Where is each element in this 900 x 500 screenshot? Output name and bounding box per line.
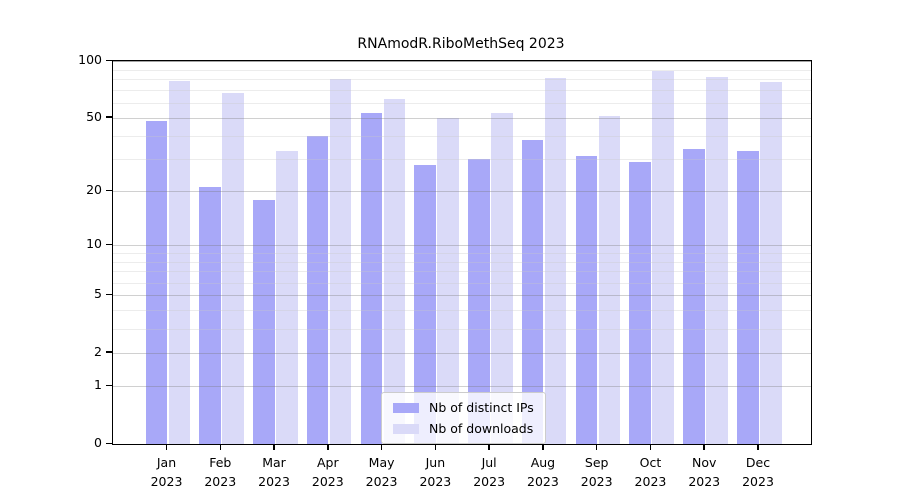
- x-tick-label-oct: Oct 2023: [634, 455, 667, 489]
- gridline-6: [113, 282, 811, 284]
- x-tick-label-mar: Mar 2023: [258, 455, 290, 489]
- gridline-10: [113, 245, 811, 246]
- y-tick-label-1: 1: [94, 377, 102, 393]
- legend-label-distinct-ips: Nb of distinct IPs: [429, 400, 534, 415]
- y-tick-10: [106, 243, 112, 245]
- gridline-7: [113, 271, 811, 273]
- y-tick-1: [106, 384, 112, 387]
- gridline-50: [113, 117, 811, 119]
- x-tick-label-jan: Jan 2023: [150, 455, 183, 489]
- bar-distinct-ips-feb: [199, 187, 221, 444]
- y-tick-label-2: 2: [94, 343, 102, 359]
- bar-distinct-ips-jan: [145, 121, 167, 444]
- y-tick-0: [106, 442, 112, 444]
- y-tick-2: [106, 351, 112, 353]
- bar-downloads-jan: [168, 81, 190, 444]
- gridline-100: [113, 61, 811, 62]
- bar-distinct-ips-apr: [306, 135, 329, 444]
- bar-downloads-nov: [706, 77, 728, 444]
- gridline-90: [113, 69, 811, 71]
- x-tick-label-sep: Sep 2023: [580, 455, 613, 489]
- gridline-80: [113, 79, 811, 81]
- bar-distinct-ips-sep: [575, 156, 598, 444]
- x-tick-jun: [434, 444, 437, 450]
- legend-item-downloads: Nb of downloads: [393, 420, 534, 437]
- bar-distinct-ips-dec: [737, 151, 759, 444]
- bar-downloads-aug: [544, 78, 567, 444]
- y-tick-50: [106, 116, 112, 118]
- gridline-9: [113, 252, 811, 254]
- legend: Nb of distinct IPs Nb of downloads: [381, 392, 546, 444]
- bar-distinct-ips-nov: [683, 148, 705, 444]
- gridline-4: [113, 310, 811, 312]
- x-tick-jul: [488, 444, 490, 450]
- gridline-5: [113, 295, 811, 297]
- bar-downloads-dec: [760, 82, 782, 444]
- x-tick-mar: [273, 444, 275, 450]
- bar-downloads-sep: [598, 116, 621, 444]
- y-tick-label-50: 50: [86, 108, 102, 124]
- legend-label-downloads: Nb of downloads: [429, 421, 534, 436]
- gridline-3: [113, 328, 811, 330]
- x-tick-label-jul: Jul 2023: [473, 455, 506, 489]
- legend-swatch-distinct-ips: [393, 402, 419, 413]
- gridline-70: [113, 90, 811, 92]
- gridline-30: [113, 159, 811, 161]
- y-tick-100: [106, 59, 112, 61]
- bar-distinct-ips-oct: [629, 161, 651, 444]
- bar-downloads-oct: [652, 71, 674, 444]
- gridline-60: [113, 102, 811, 104]
- chart-title: RNAmodR.RiboMethSeq 2023: [357, 36, 565, 52]
- x-tick-sep: [595, 444, 598, 450]
- y-tick-label-0: 0: [94, 435, 102, 450]
- x-tick-dec: [757, 444, 759, 450]
- bar-distinct-ips-may: [360, 112, 383, 444]
- bar-downloads-feb: [222, 92, 244, 444]
- legend-item-distinct-ips: Nb of distinct IPs: [393, 399, 534, 416]
- x-tick-label-aug: Aug 2023: [527, 455, 559, 489]
- gridline-1: [113, 386, 811, 388]
- gridline-2: [113, 352, 811, 354]
- bar-distinct-ips-mar: [253, 199, 275, 444]
- legend-swatch-downloads: [393, 423, 419, 434]
- x-tick-feb: [219, 444, 222, 450]
- gridline-layer: [113, 61, 811, 444]
- plot-area: Nb of distinct IPs Nb of downloads: [112, 60, 812, 445]
- bars-layer: [113, 61, 811, 444]
- x-tick-label-jun: Jun 2023: [419, 455, 452, 489]
- x-tick-nov: [703, 444, 705, 450]
- y-tick-label-100: 100: [78, 52, 102, 67]
- x-tick-label-feb: Feb 2023: [204, 455, 237, 489]
- x-tick-label-may: May 2023: [365, 455, 398, 489]
- x-tick-label-dec: Dec 2023: [742, 455, 774, 489]
- gridline-40: [113, 135, 811, 137]
- x-tick-jan: [165, 444, 168, 450]
- y-tick-5: [106, 293, 112, 296]
- gridline-8: [113, 261, 811, 263]
- y-tick-label-20: 20: [86, 182, 102, 198]
- y-tick-label-10: 10: [86, 236, 102, 251]
- x-tick-apr: [327, 444, 329, 450]
- x-tick-label-nov: Nov 2023: [688, 455, 721, 489]
- gridline-20: [113, 191, 811, 193]
- y-tick-label-5: 5: [94, 286, 102, 302]
- bar-downloads-mar: [276, 151, 298, 444]
- y-tick-20: [106, 189, 112, 192]
- x-tick-aug: [542, 444, 544, 450]
- bar-downloads-apr: [329, 79, 352, 444]
- x-tick-oct: [649, 444, 652, 450]
- x-tick-label-apr: Apr 2023: [311, 455, 344, 489]
- x-tick-may: [380, 444, 383, 450]
